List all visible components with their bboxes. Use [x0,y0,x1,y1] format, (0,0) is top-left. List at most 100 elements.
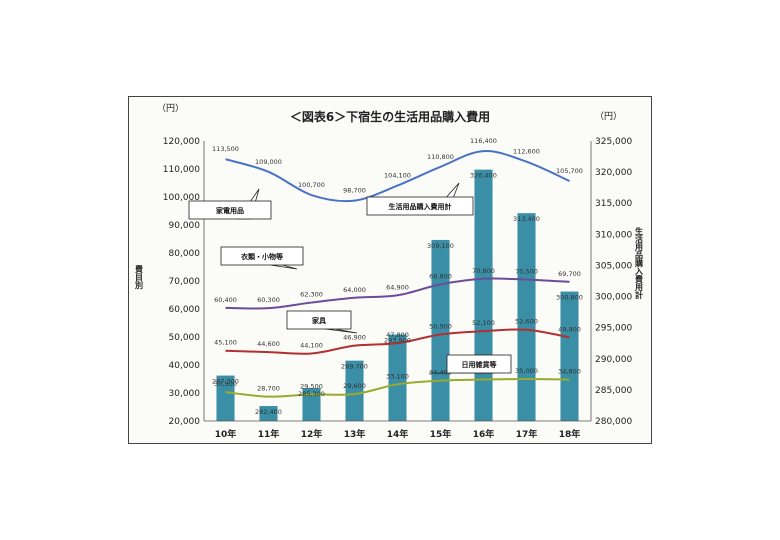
bar-value-label: 313,400 [513,215,540,223]
line-value-label: 104,100 [384,172,411,180]
axes: 20,000 30,000 40,000 50,000 60,000 70,000 80,0… [135,137,644,440]
left-tick-label: 60,000 [169,305,201,315]
x-tick-label: 12年 [301,428,323,440]
bar-value-label: 293,900 [384,337,411,345]
legend-callout-label: 日用雑貨等 [462,360,497,369]
left-tick-label: 30,000 [169,389,201,399]
callout-box [286,310,352,330]
left-tick-label: 50,000 [169,333,201,343]
callout-box [220,246,304,266]
line-衣類・小物等 [225,277,570,310]
line-value-label: 29,600 [343,382,366,390]
x-tick-label: 18年 [559,428,581,440]
line-value-label: 49,900 [558,325,581,333]
right-tick-label: 305,000 [595,261,632,271]
callout-box [366,196,474,216]
data-labels: 287,300 282,400 285,300 289,700 293,900 309,1… [212,137,583,416]
line-value-label: 116,400 [470,137,497,145]
line-value-label: 47,800 [386,331,409,339]
line-value-label: 29,500 [300,382,323,390]
line-value-label: 52,600 [515,318,538,326]
legend-callout-label: 生活用品購入費用計 [389,202,452,211]
line-value-label: 30,300 [214,380,237,388]
callout-box [188,200,272,220]
line-value-label: 70,500 [515,268,538,276]
bar-value-label: 320,400 [470,172,497,180]
right-tick-label: 315,000 [595,199,632,209]
line-家具 [225,328,570,355]
left-tick-label: 80,000 [169,249,201,259]
bar-18年 [560,291,579,421]
line-value-label: 52,100 [472,319,495,327]
line-value-label: 60,300 [257,296,280,304]
left-tick-label: 40,000 [169,361,201,371]
line-value-label: 105,700 [556,167,583,175]
left-axis-label: 費目別 [135,264,144,290]
chart-title: ＜図表6＞下宿生の生活用品購入費用 [290,109,490,124]
bar-value-label: 309,100 [427,242,454,250]
left-tick-label: 90,000 [169,221,201,231]
left-tick-label: 20,000 [169,417,201,427]
line-value-label: 110,800 [427,153,454,161]
x-tick-label: 17年 [516,428,538,440]
line-家電用品 [225,150,570,203]
line-value-label: 68,800 [429,272,452,280]
right-tick-label: 320,000 [595,168,632,178]
bar-value-label: 300,800 [556,294,583,302]
right-tick-label: 285,000 [595,386,632,396]
callout-box [446,354,512,374]
legend-callout-label: 衣類・小物等 [241,252,283,261]
line-value-label: 98,700 [343,187,366,195]
right-axis-label: 生活用品購入費用計 [635,226,644,300]
left-axis-unit: （円） [157,103,184,114]
left-tick-label: 110,000 [163,165,200,175]
bar-value-label: 289,700 [341,363,368,371]
right-tick-label: 325,000 [595,137,632,147]
legend-callout-label: 家具 [312,316,326,325]
x-tick-label: 13年 [344,428,366,440]
bar-value-label: 285,300 [298,390,325,398]
line-value-label: 64,900 [386,283,409,291]
bar-10年 [216,375,235,421]
chart-svg: ＜図表6＞下宿生の生活用品購入費用 （円） （円） 287,300 282,400… [135,103,644,440]
bar-16年 [474,169,493,421]
line-value-label: 44,100 [300,342,323,350]
line-value-label: 60,400 [214,296,237,304]
line-value-label: 113,500 [212,145,239,153]
right-tick-label: 300,000 [595,293,632,303]
line-value-label: 112,600 [513,148,540,156]
x-tick-label: 10年 [215,428,237,440]
bar-value-label: 287,300 [212,378,239,386]
line-value-label: 50,900 [429,322,452,330]
line-日用雑貨等 [225,377,570,398]
x-tick-label: 16年 [473,428,495,440]
line-value-label: 46,900 [343,334,366,342]
legend-callout-label: 家電用品 [216,206,244,215]
bar-11年 [259,406,278,421]
line-value-label: 70,800 [472,267,495,275]
callout-pointer [325,328,358,334]
line-value-label: 44,600 [257,340,280,348]
left-tick-label: 120,000 [163,137,200,147]
right-tick-label: 290,000 [595,355,632,365]
left-tick-label: 100,000 [163,193,200,203]
callout-pointer [270,264,298,270]
line-series [225,150,570,398]
left-tick-label: 70,000 [169,277,201,287]
line-value-label: 64,000 [343,286,366,294]
right-axis-unit: （円） [595,111,622,122]
line-value-label: 33,100 [386,372,409,380]
right-tick-label: 310,000 [595,230,632,240]
line-value-label: 100,700 [298,181,325,189]
line-value-label: 62,300 [300,291,323,299]
bar-13年 [345,360,364,421]
bar-12年 [302,388,321,421]
line-value-label: 69,700 [558,270,581,278]
right-tick-label: 280,000 [595,417,632,427]
x-tick-label: 11年 [258,428,280,440]
line-value-label: 45,100 [214,339,237,347]
bar-value-label: 282,400 [255,408,282,416]
chart-frame: ＜図表6＞下宿生の生活用品購入費用 （円） （円） 287,300 282,400… [128,96,652,444]
line-value-label: 28,700 [257,385,280,393]
